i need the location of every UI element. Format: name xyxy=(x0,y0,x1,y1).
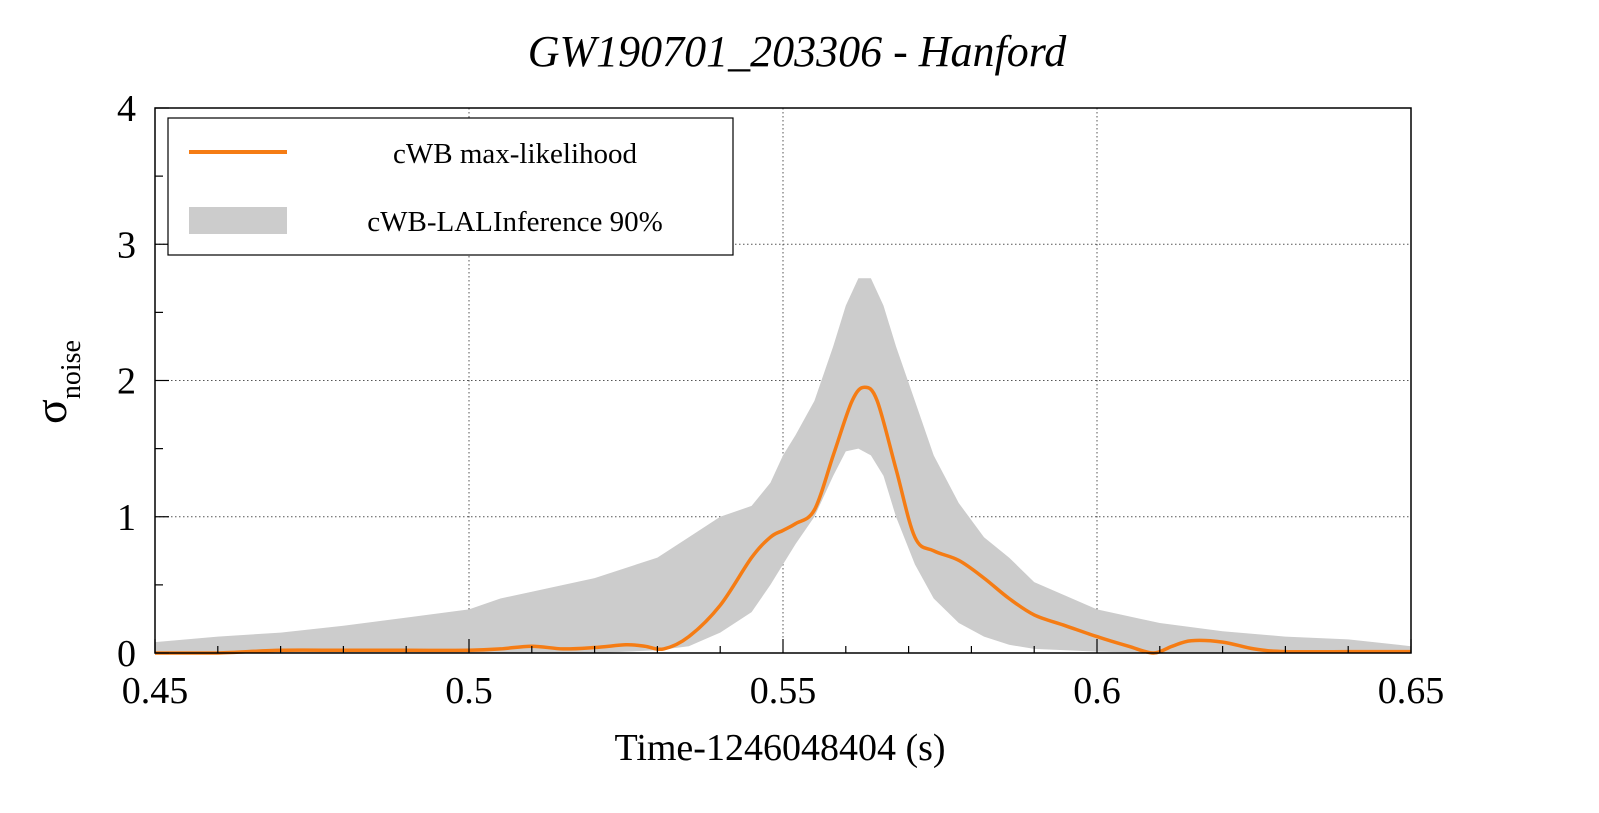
band-layer xyxy=(155,278,1411,653)
legend-swatch-90-percent xyxy=(189,207,287,234)
x-tick-label: 0.55 xyxy=(750,670,817,712)
legend: cWB max-likelihood cWB-LALInference 90% xyxy=(167,117,734,256)
y-tick-labels: 0 1 2 3 4 xyxy=(117,88,136,675)
x-tick-label: 0.65 xyxy=(1378,670,1445,712)
y-tick-label: 0 xyxy=(117,633,136,675)
y-axis-label-sub: noise xyxy=(56,340,87,399)
y-tick-label: 1 xyxy=(117,497,136,539)
y-axis-label-main: σ xyxy=(25,399,76,424)
minor-ticks xyxy=(154,107,1412,654)
chart-title: GW190701_203306 - Hanford xyxy=(528,27,1068,76)
x-axis-label: Time-1246048404 (s) xyxy=(614,727,945,769)
svg-text:σnoise: σnoise xyxy=(25,340,87,424)
x-tick-label: 0.45 xyxy=(122,670,189,712)
x-tick-label: 0.5 xyxy=(445,670,493,712)
y-axis-label: σnoise xyxy=(25,340,87,424)
y-tick-label: 2 xyxy=(117,361,136,403)
x-tick-label: 0.6 xyxy=(1073,670,1121,712)
y-tick-label: 4 xyxy=(117,88,136,130)
band-90-percent xyxy=(155,278,1411,653)
legend-label-90-percent: cWB-LALInference 90% xyxy=(367,206,662,238)
x-tick-labels: 0.45 0.5 0.55 0.6 0.65 xyxy=(122,670,1445,712)
legend-label-max-likelihood: cWB max-likelihood xyxy=(393,138,638,170)
y-tick-label: 3 xyxy=(117,224,136,266)
